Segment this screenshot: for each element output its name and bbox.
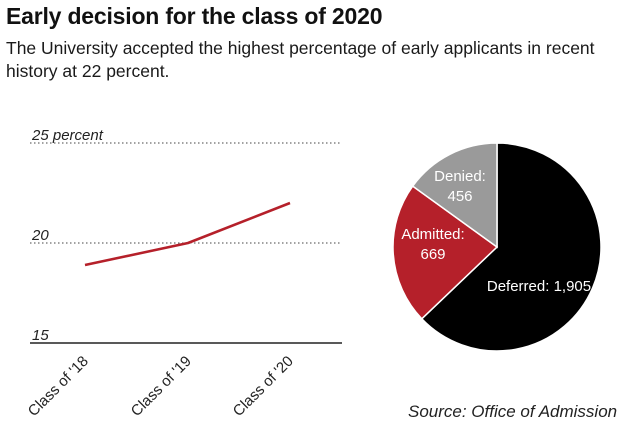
y-tick-label: 25 percent <box>31 127 104 144</box>
x-tick-label: Class of '19 <box>128 353 195 420</box>
pie-slice-deferred <box>420 142 602 352</box>
line-chart: 25 percent 20 15 Class of '18 Class of '19 Cl… <box>25 127 342 420</box>
x-tick-label: Class of '20 <box>230 353 297 420</box>
pie-label-admitted: Admitted: <box>401 226 464 243</box>
pie-value-admitted: 669 <box>420 246 445 263</box>
series-line <box>84 201 291 267</box>
pie-label-denied: Denied: <box>434 168 486 185</box>
pie-value-denied: 456 <box>447 188 472 205</box>
pie-slice-denied <box>411 142 498 249</box>
chart-title: Early decision for the class of 2020 <box>6 3 383 29</box>
source-note: Source: Office of Admission <box>408 402 618 421</box>
pie-chart: Deferred: 1,905 Admitted: 669 Denied: 456 <box>392 142 602 352</box>
pie-label-deferred: Deferred: 1,905 <box>487 278 591 295</box>
x-tick-label: Class of '18 <box>25 353 92 420</box>
y-tick-label: 15 <box>32 327 49 344</box>
chart-subtitle: The University accepted the highest perc… <box>6 38 595 81</box>
pie-slice-admitted <box>392 185 499 320</box>
y-tick-label: 20 <box>31 227 49 244</box>
